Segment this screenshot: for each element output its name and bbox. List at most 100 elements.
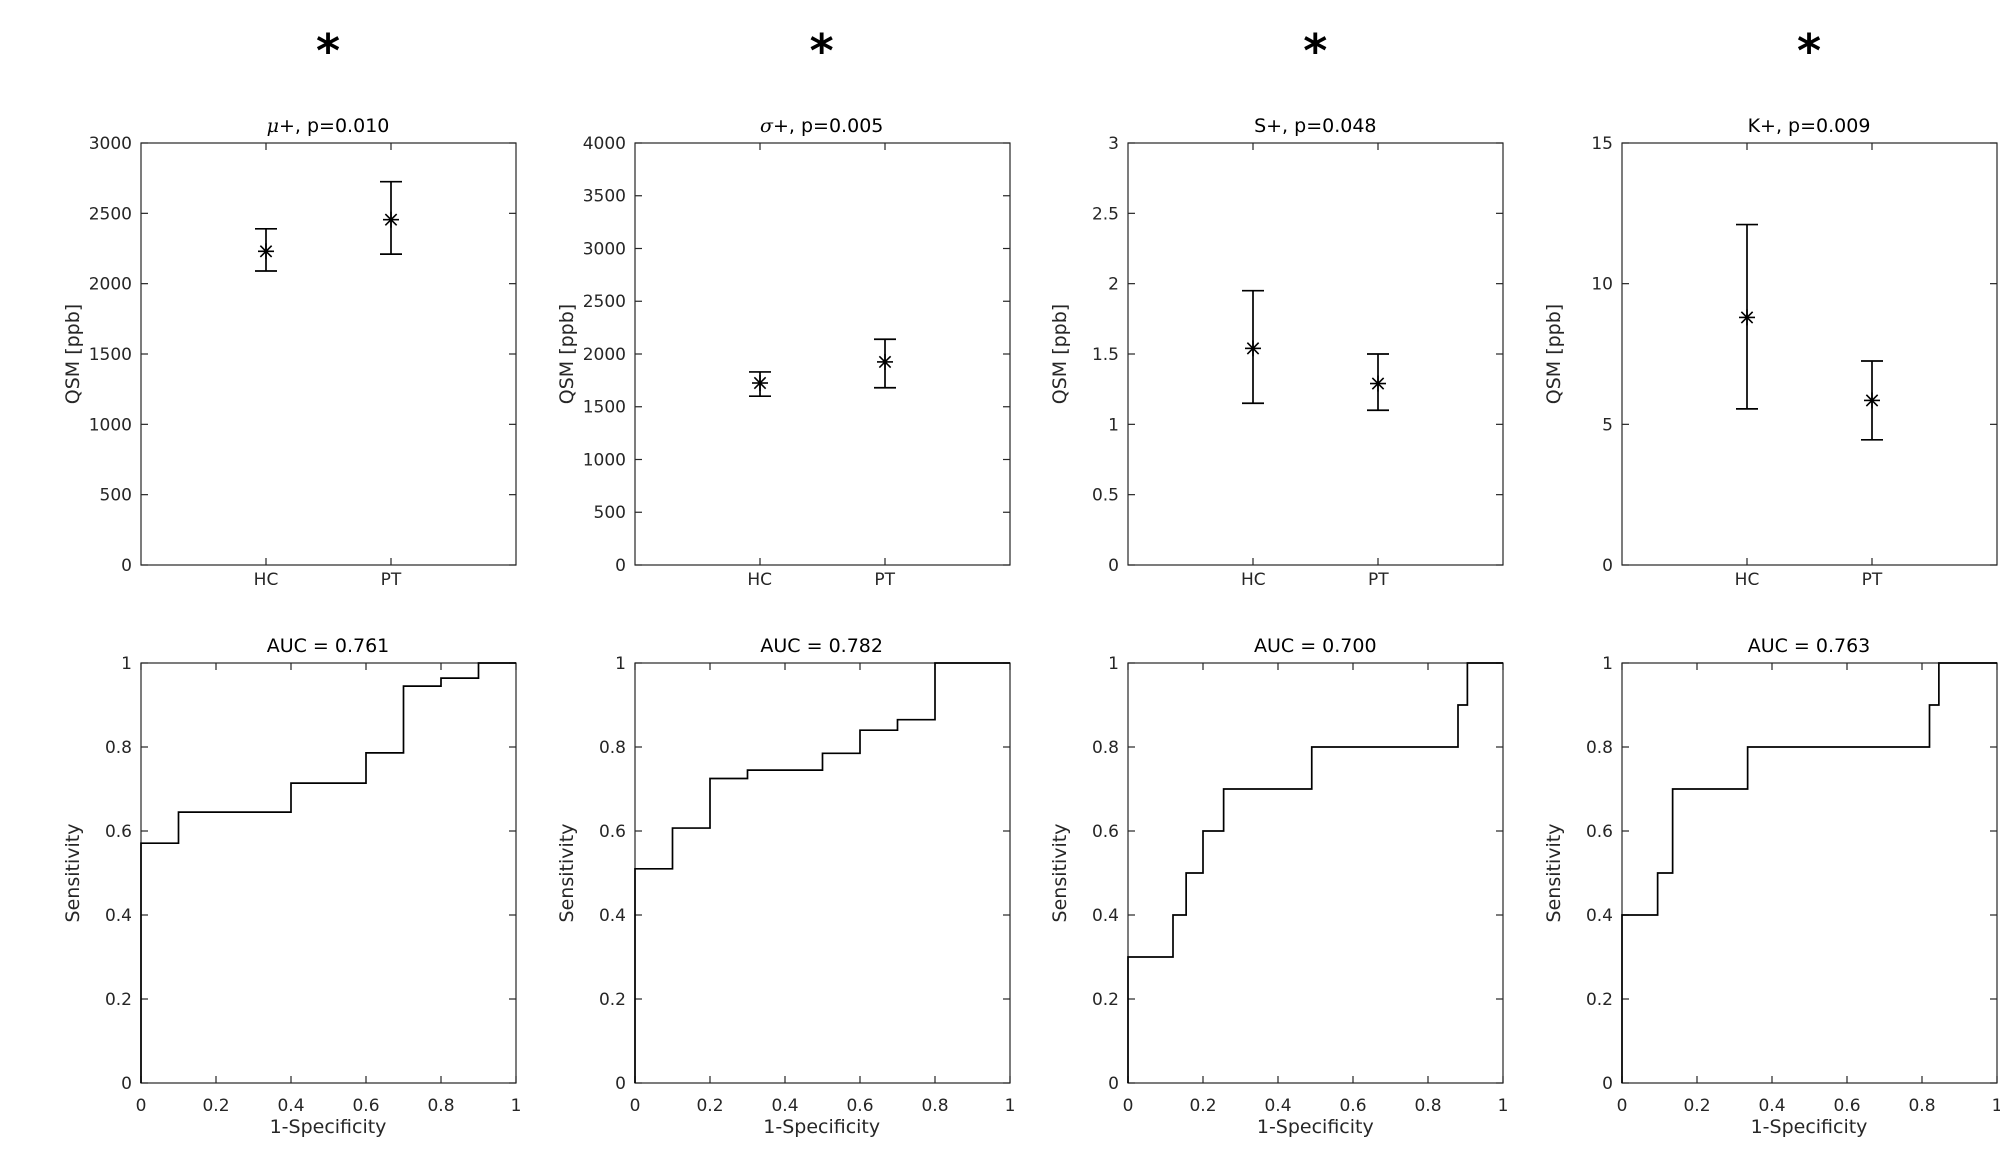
subplot-roc-sigma: AUC = 0.782 0 0.2 0.4 0.6 0.8 1 0 0.2 0.4 0.6 0.8 1…: [534, 583, 1034, 1150]
y-tick-label: 0.4: [105, 906, 132, 926]
y-tick-label: 2: [1108, 275, 1119, 295]
x-tick-label: 0.2: [202, 1096, 229, 1116]
x-tick-label: 0: [629, 1096, 640, 1116]
auc-title: AUC = 0.700: [1254, 635, 1377, 657]
y-tick-label: 500: [593, 503, 625, 523]
title-text: +, p=0.048: [1266, 115, 1377, 137]
x-tick-label: 0.8: [1908, 1096, 1935, 1116]
y-tick-label: 5: [1602, 415, 1613, 435]
x-tick-label: 0: [1617, 1096, 1628, 1116]
significance-asterisk: *: [315, 24, 341, 78]
x-tick-label: 0.6: [1340, 1096, 1367, 1116]
roc-plot-svg: 0 0.2 0.4 0.6 0.8 1 0 0.2 0.4 0.6 0.8 1: [1586, 654, 2000, 1116]
subplot-title: K+, p=0.009: [1748, 115, 1871, 137]
y-tick-label: 2.5: [1092, 204, 1119, 224]
y-tick-label: 0.6: [1092, 822, 1119, 842]
title-symbol: μ: [266, 115, 279, 137]
y-tick-label: 0.6: [1586, 822, 1613, 842]
mean-marker: [876, 353, 893, 370]
title-text: +, p=0.005: [772, 115, 884, 137]
y-tick-label: 0: [1108, 556, 1119, 576]
y-axis-label: QSM [ppb]: [1543, 303, 1565, 405]
x-axis-label: 1-Specificity: [1256, 1116, 1374, 1138]
auc-title: AUC = 0.761: [266, 635, 390, 657]
y-tick-label: 1000: [582, 450, 625, 470]
y-tick-label: 15: [1591, 134, 1613, 154]
x-axis-label: 1-Specificity: [269, 1116, 387, 1138]
y-axis-label: Sensitivity: [1049, 823, 1072, 923]
mean-marker: [1864, 392, 1880, 409]
y-tick-label: 0.2: [1586, 990, 1613, 1010]
y-tick-label: 0: [121, 556, 132, 576]
mean-marker: [1370, 375, 1387, 392]
x-tick-label: 0.4: [1758, 1096, 1785, 1116]
subplot-title: S+, p=0.048: [1254, 115, 1376, 137]
y-tick-label: 3000: [89, 134, 132, 154]
mean-marker: [258, 243, 274, 260]
subplot-roc-k: AUC = 0.763 0 0.2 0.4 0.6 0.8 1 0 0.2 0.4 0.6 0.8 1…: [1521, 583, 2000, 1150]
x-tick-label: 0.4: [771, 1096, 798, 1116]
y-axis-label: Sensitivity: [62, 823, 84, 923]
y-tick-label: 0.6: [105, 822, 132, 842]
subplot-title: μ+, p=0.010: [267, 115, 390, 137]
y-tick-label: 1000: [89, 415, 132, 435]
y-axis-label: Sensitivity: [1543, 823, 1565, 923]
marker-stroke: [1372, 377, 1385, 390]
x-tick-label: 0.6: [352, 1096, 379, 1116]
title-text: +, p=0.009: [1760, 115, 1871, 137]
errorbar-plot-svg: 0 5 10 15: [1591, 134, 1998, 576]
marker-stroke: [1247, 342, 1260, 355]
axis-box: [140, 662, 517, 1084]
y-tick-label: 0.2: [105, 990, 132, 1010]
y-axis-label: QSM [ppb]: [1049, 303, 1072, 405]
subplot-errorbar-sigma: * σ+, p=0.005 0 500 1000 1500 2000 2500 3000 35…: [534, 16, 1034, 590]
y-tick-label: 1.5: [1092, 345, 1119, 365]
marker-stroke: [878, 355, 891, 369]
marker-stroke: [1865, 394, 1879, 407]
x-tick-label: 1: [1498, 1096, 1509, 1116]
y-tick-label: 2000: [89, 275, 132, 295]
x-tick-label: 0.8: [921, 1096, 948, 1116]
auc-title: AUC = 0.763: [1747, 635, 1871, 657]
axis-box: [1127, 142, 1504, 566]
x-axis-label: 1-Specificity: [763, 1116, 881, 1138]
y-tick-label: 0: [121, 1074, 132, 1094]
y-tick-label: 0.2: [599, 990, 626, 1010]
x-tick-label: 0: [1123, 1096, 1134, 1116]
subplot-errorbar-mu: * μ+, p=0.010 0 500 1000 1500 2000 2500 3000 Q…: [40, 16, 540, 590]
x-tick-label: 0.4: [1265, 1096, 1292, 1116]
title-symbol: K: [1747, 115, 1761, 137]
roc-plot-svg: 0 0.2 0.4 0.6 0.8 1 0 0.2 0.4 0.6 0.8 1: [599, 654, 1015, 1116]
y-tick-label: 0: [1602, 1074, 1613, 1094]
mean-marker: [383, 211, 399, 228]
x-category-hc: HC: [747, 570, 773, 590]
axis-box: [634, 142, 1011, 566]
title-symbol: S: [1254, 115, 1267, 137]
roc-plot-svg: 0 0.2 0.4 0.6 0.8 1 0 0.2 0.4 0.6 0.8 1: [105, 654, 521, 1116]
x-tick-label: 0.8: [427, 1096, 454, 1116]
y-tick-label: 0: [1602, 556, 1613, 576]
axis-box: [1621, 662, 1998, 1084]
y-tick-label: 0.8: [599, 738, 626, 758]
y-axis-label: QSM [ppb]: [62, 303, 84, 405]
x-tick-label: 1: [1004, 1096, 1015, 1116]
axis-box: [1127, 662, 1504, 1084]
y-tick-label: 1: [121, 654, 132, 674]
y-tick-label: 4000: [582, 134, 625, 154]
y-tick-label: 0.2: [1092, 990, 1119, 1010]
y-tick-label: 0.8: [1586, 738, 1613, 758]
y-tick-label: 500: [100, 486, 132, 506]
marker-stroke: [1740, 311, 1754, 324]
roc-curve: [140, 662, 516, 1083]
x-tick-label: 0.2: [1190, 1096, 1217, 1116]
y-tick-label: 3500: [582, 187, 625, 207]
roc-curve: [1621, 662, 1997, 1083]
x-tick-label: 0.6: [1833, 1096, 1860, 1116]
y-tick-label: 1: [1108, 654, 1119, 674]
x-category-pt: PT: [1367, 570, 1389, 590]
y-tick-label: 0: [1108, 1074, 1119, 1094]
marker-stroke: [384, 213, 398, 226]
errorbar-plot-svg: 0 0.5 1 1.5 2 2.5 3: [1092, 134, 1504, 576]
significance-asterisk: *: [809, 24, 834, 78]
x-tick-label: 0: [136, 1096, 147, 1116]
